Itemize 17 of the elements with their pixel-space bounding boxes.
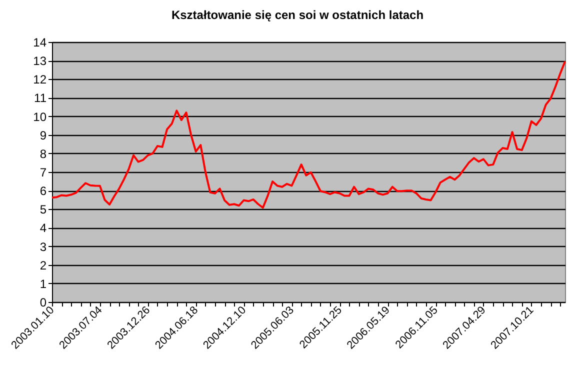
y-tick-label: 12	[33, 72, 47, 87]
y-tick-label: 3	[40, 240, 47, 254]
y-tick-label: 11	[34, 91, 47, 106]
line-series	[51, 60, 566, 209]
y-tick-label: 7	[40, 166, 47, 180]
y-tick-label: 1	[40, 276, 47, 291]
y-tick-label: 8	[40, 146, 47, 161]
y-tick-label: 0	[40, 296, 47, 310]
y-tick-label: 6	[40, 184, 47, 198]
y-tick-label: 4	[40, 221, 47, 236]
y-tick-label: 2	[40, 258, 47, 272]
y-tick-label: 13	[33, 54, 47, 68]
y-tick-label: 5	[40, 202, 47, 217]
y-tick-label: 10	[33, 110, 47, 124]
y-tick-label: 14	[33, 36, 47, 50]
chart-title: Kształtowanie się cen soi w ostatnich latach	[171, 8, 424, 22]
y-tick-label: 9	[40, 128, 47, 142]
